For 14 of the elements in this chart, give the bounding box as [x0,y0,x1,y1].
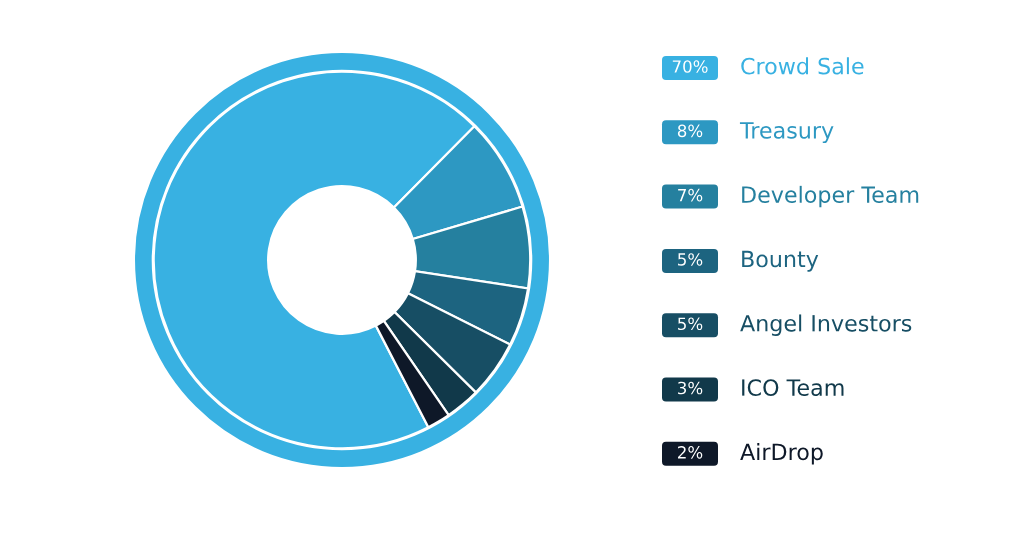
data-label: 8% [677,124,703,138]
legend-label: Bounty [742,250,819,272]
legend-label: Developer Team [742,185,919,208]
data-label: 70% [672,60,708,73]
data-label: 5% [678,317,703,331]
legend-label: Crowd Sale [741,57,864,75]
data-label: 7% [678,188,703,202]
legend-label: AirDrop [740,443,823,465]
legend-label: Angel Investors [740,314,912,336]
data-label: 3% [678,381,703,395]
data-label: 5% [678,253,703,266]
legend-label: ICO Team [742,379,844,396]
legend-label: Treasury [739,122,834,144]
data-label: 2% [678,446,703,459]
